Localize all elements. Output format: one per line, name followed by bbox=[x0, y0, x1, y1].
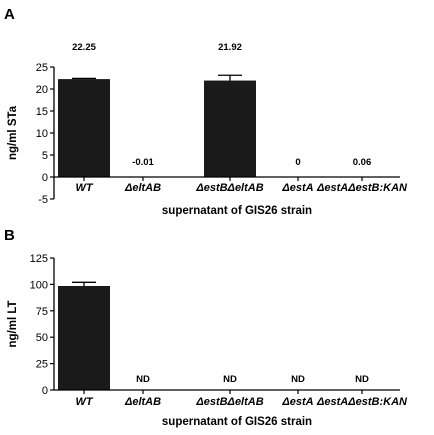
y-tick-label: -5 bbox=[38, 194, 48, 206]
panel-b-error-bars bbox=[72, 281, 96, 286]
bar bbox=[58, 285, 110, 390]
bar bbox=[58, 79, 110, 177]
y-tick-label: 5 bbox=[42, 150, 48, 162]
data-label: ND bbox=[291, 374, 305, 385]
data-label: ND bbox=[355, 374, 369, 385]
panel-a-y-axis-label: ng/ml STa bbox=[7, 105, 19, 160]
bar bbox=[204, 80, 256, 177]
category-label: ΔeltAB bbox=[124, 396, 161, 408]
panel-a-x-axis-label: supernatant of GIS26 strain bbox=[162, 205, 312, 217]
data-label: 22.25 bbox=[72, 42, 96, 53]
data-label: 0.06 bbox=[353, 157, 372, 168]
category-label: ΔeltAB bbox=[124, 182, 161, 194]
panel-b-x-axis-label: supernatant of GIS26 strain bbox=[162, 416, 312, 428]
category-label: ΔestBΔeltAB bbox=[195, 182, 263, 194]
y-tick-label: 75 bbox=[36, 306, 48, 318]
panel-a: A 22.25 -0.01 21.92 0 0.06 -5 0 5 10 15 20 25 WT Δe… bbox=[4, 6, 408, 217]
data-label: ND bbox=[223, 374, 237, 385]
panel-a-error-bars bbox=[72, 74, 242, 81]
y-tick-label: 20 bbox=[36, 84, 48, 96]
data-label: 0 bbox=[295, 157, 300, 168]
category-label: ΔestAΔestB:KAN bbox=[316, 396, 408, 408]
panel-b-data-labels: ND ND ND ND bbox=[136, 374, 369, 385]
y-tick-label: 100 bbox=[30, 279, 48, 291]
panel-b-y-ticks: 0 25 50 75 100 125 bbox=[30, 253, 54, 397]
panel-a-data-labels: 22.25 -0.01 21.92 0 0.06 bbox=[72, 42, 371, 168]
panel-b-letter: B bbox=[4, 227, 15, 244]
y-tick-label: 125 bbox=[30, 253, 48, 265]
panel-b-bars bbox=[58, 285, 388, 391]
panel-a-bars bbox=[58, 79, 388, 178]
y-tick-label: 25 bbox=[36, 62, 48, 74]
y-tick-label: 0 bbox=[42, 385, 48, 397]
y-tick-label: 0 bbox=[42, 172, 48, 184]
y-tick-label: 10 bbox=[36, 128, 48, 140]
data-label: 21.92 bbox=[218, 42, 242, 53]
panel-a-x-ticks bbox=[83, 177, 363, 181]
category-label: WT bbox=[75, 396, 93, 408]
panel-a-letter: A bbox=[4, 6, 15, 23]
category-label: ΔestA bbox=[281, 182, 313, 194]
category-label: ΔestAΔestB:KAN bbox=[316, 182, 408, 194]
panel-a-category-labels: WT ΔeltAB ΔestBΔeltAB ΔestA ΔestAΔestB:KAN bbox=[75, 182, 408, 194]
y-tick-label: 15 bbox=[36, 106, 48, 118]
category-label: ΔestA bbox=[281, 396, 313, 408]
panel-b-category-labels: WT ΔeltAB ΔestBΔeltAB ΔestA ΔestAΔestB:KAN bbox=[75, 396, 408, 408]
panel-b-y-axis-label: ng/ml LT bbox=[7, 300, 19, 347]
category-label: ΔestBΔeltAB bbox=[195, 396, 263, 408]
category-label: WT bbox=[75, 182, 93, 194]
y-tick-label: 25 bbox=[36, 359, 48, 371]
data-label: ND bbox=[136, 374, 150, 385]
panel-a-y-ticks: -5 0 5 10 15 20 25 bbox=[36, 62, 54, 206]
panel-b-x-ticks bbox=[83, 390, 363, 394]
y-tick-label: 50 bbox=[36, 332, 48, 344]
panel-b: B ND ND ND ND 0 25 50 75 100 125 WT ΔeltAB ΔestBΔe… bbox=[4, 227, 408, 428]
data-label: -0.01 bbox=[132, 157, 154, 168]
